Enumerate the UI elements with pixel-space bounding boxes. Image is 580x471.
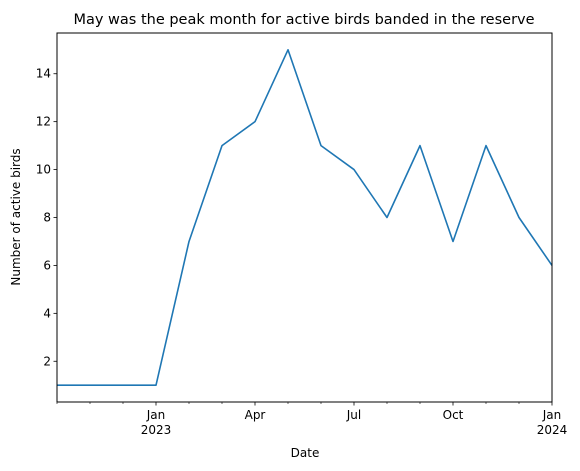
x-tick-label: Jan	[146, 408, 166, 422]
y-tick-label: 8	[43, 211, 51, 225]
y-tick-label: 4	[43, 306, 51, 320]
y-tick-label: 14	[36, 67, 51, 81]
x-tick-label: Oct	[443, 408, 464, 422]
x-tick-label: Jul	[346, 408, 361, 422]
y-tick-label: 6	[43, 258, 51, 272]
y-axis: 2 4 6 8 10 12 14	[36, 67, 57, 368]
chart-title: May was the peak month for active birds …	[73, 12, 534, 28]
y-tick-label: 2	[43, 354, 51, 368]
x-tick-label: Apr	[245, 408, 266, 422]
y-tick-label: 12	[36, 115, 51, 129]
y-axis-label: Number of active birds	[9, 148, 23, 285]
x-tick-year-label: 2024	[537, 423, 568, 437]
plot-frame	[56, 32, 553, 403]
plot-area	[56, 48, 553, 387]
x-axis-label: Date	[291, 446, 320, 460]
x-tick-year-label: 2023	[141, 423, 172, 437]
series-line	[57, 48, 553, 387]
y-tick-label: 10	[36, 163, 51, 177]
x-tick-label: Jan	[542, 408, 562, 422]
